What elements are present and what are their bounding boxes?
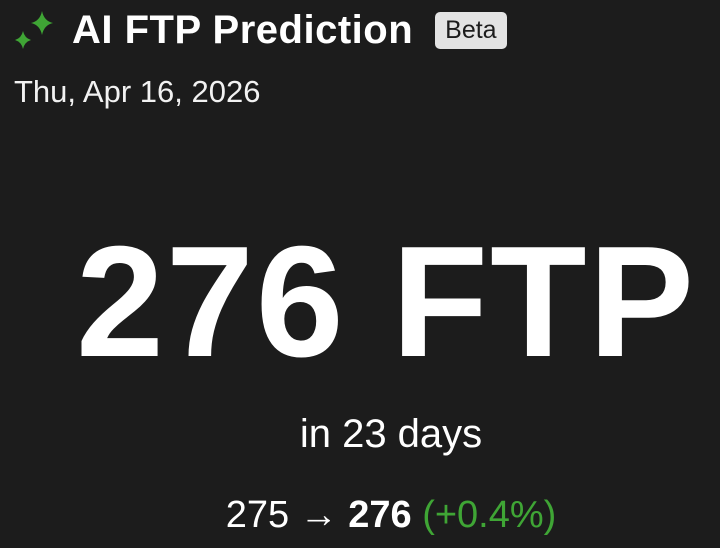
- predicted-ftp: 276 FTP: [76, 214, 696, 390]
- arrow-icon: →: [299, 494, 338, 536]
- predicted-ftp-value: 276: [348, 494, 412, 536]
- change-percent: (+0.4%): [422, 494, 557, 536]
- timeframe-label: in 23 days: [299, 412, 483, 456]
- page-title: AI FTP Prediction: [72, 8, 414, 52]
- header: AI FTP Prediction Beta: [12, 8, 507, 53]
- beta-badge: Beta: [435, 12, 507, 49]
- date-label: Thu, Apr 16, 2026: [14, 74, 261, 109]
- ftp-change: 275 → 276 (+0.4%): [0, 494, 720, 537]
- current-ftp: 275: [225, 494, 290, 536]
- sparkle-icon: [12, 9, 56, 53]
